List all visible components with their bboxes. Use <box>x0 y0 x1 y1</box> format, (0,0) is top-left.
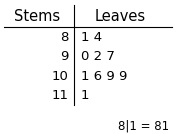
Text: 1 4: 1 4 <box>81 31 102 44</box>
Text: 10: 10 <box>52 70 69 83</box>
Text: 8: 8 <box>60 31 69 44</box>
Text: 9: 9 <box>60 50 69 64</box>
Text: 0 2 7: 0 2 7 <box>81 50 115 64</box>
Text: 1 6 9 9: 1 6 9 9 <box>81 70 127 83</box>
Text: 8|1 = 81: 8|1 = 81 <box>118 119 169 133</box>
Text: 1: 1 <box>81 89 89 102</box>
Text: Stems: Stems <box>14 9 60 24</box>
Text: Leaves: Leaves <box>94 9 145 24</box>
Text: 11: 11 <box>52 89 69 102</box>
